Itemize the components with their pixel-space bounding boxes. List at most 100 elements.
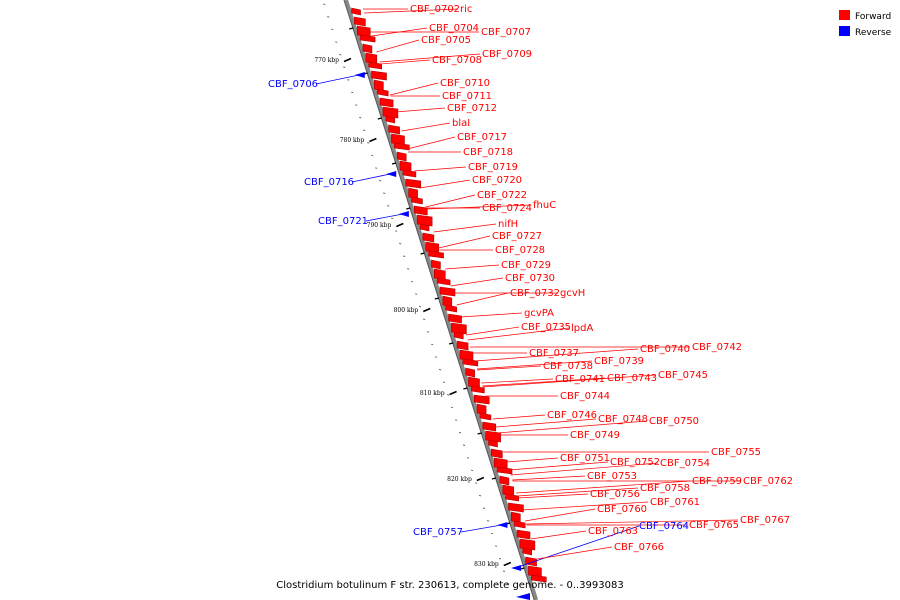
- minor-tick: [331, 28, 334, 31]
- minor-tick: [403, 255, 406, 257]
- forward-leader-line: [466, 326, 520, 336]
- tick-label: 810 kbp: [420, 390, 445, 397]
- forward-gene: [428, 250, 444, 259]
- forward-leader-line: [506, 457, 559, 463]
- forward-leader-line: [379, 53, 481, 63]
- minor-tick: [411, 280, 414, 283]
- tick-label: 820 kbp: [447, 476, 472, 483]
- minor-tick: [462, 444, 466, 446]
- minor-tick: [391, 217, 394, 220]
- forward-leader-line: [512, 475, 586, 481]
- reverse-leader-line: [514, 525, 640, 569]
- minor-tick: [506, 583, 510, 585]
- forward-gene: [416, 214, 433, 227]
- forward-leader-line: [525, 508, 596, 522]
- forward-leader-line: [530, 530, 587, 540]
- reverse-gene-label: CBF_0706: [268, 79, 318, 90]
- forward-gene: [436, 277, 451, 286]
- minor-tick: [419, 305, 422, 308]
- minor-tick: [367, 142, 370, 144]
- minor-tick: [446, 394, 450, 396]
- reverse-gene: [398, 211, 409, 217]
- major-tick: [503, 561, 512, 567]
- minor-tick: [395, 230, 398, 232]
- minor-tick: [343, 66, 346, 68]
- forward-gene: [376, 88, 389, 97]
- minor-tick: [450, 406, 454, 409]
- minor-tick: [498, 557, 502, 560]
- forward-gene-label: fhuC: [533, 200, 556, 211]
- forward-gene: [396, 151, 407, 162]
- forward-gene-label: CBF_0717: [457, 132, 507, 143]
- forward-gene: [505, 493, 519, 502]
- forward-gene: [414, 205, 428, 216]
- forward-gene: [508, 502, 524, 513]
- forward-gene: [488, 439, 498, 448]
- legend-forward-label: Forward: [855, 12, 891, 22]
- forward-gene-label: CBF_0763: [588, 526, 638, 537]
- leader-lines: [315, 8, 741, 569]
- forward-gene: [530, 574, 547, 583]
- minor-tick: [407, 268, 410, 270]
- forward-gene-label: CBF_0754: [660, 458, 710, 469]
- gene-marker: [434, 297, 440, 300]
- minor-tick: [442, 381, 446, 383]
- forward-gene: [462, 358, 479, 367]
- forward-leader-line: [476, 360, 593, 370]
- forward-gene-label: CBF_0718: [463, 147, 513, 158]
- forward-gene-label: CBF_0708: [432, 55, 482, 66]
- forward-leader-line: [510, 462, 659, 476]
- forward-gene: [482, 421, 497, 432]
- minor-tick: [363, 129, 366, 131]
- forward-gene-label: CBF_0737: [529, 348, 579, 359]
- minor-tick: [486, 520, 490, 522]
- gene-marker: [477, 432, 482, 435]
- minor-tick: [379, 179, 382, 182]
- minor-tick: [371, 154, 374, 157]
- minor-tick: [490, 532, 494, 535]
- minor-tick: [426, 331, 430, 333]
- forward-leader-line: [395, 107, 446, 113]
- forward-gene-label: CBF_0730: [505, 273, 555, 284]
- forward-gene: [513, 520, 526, 529]
- forward-leader-line: [467, 327, 570, 341]
- forward-gene: [382, 106, 399, 119]
- minor-tick: [502, 570, 506, 572]
- forward-gene-label: CBF_0711: [442, 91, 492, 102]
- forward-gene-label: CBF_0758: [640, 483, 690, 494]
- forward-gene: [431, 259, 441, 270]
- forward-gene-label: CBF_0766: [614, 542, 664, 553]
- forward-gene: [448, 313, 462, 324]
- forward-gene: [445, 304, 457, 313]
- forward-gene-label: CBF_0760: [597, 504, 647, 515]
- forward-gene-label: CBF_0719: [468, 162, 518, 173]
- forward-gene: [499, 475, 510, 486]
- forward-gene-label: CBF_0729: [501, 260, 551, 271]
- minor-tick: [347, 79, 350, 81]
- reverse-gene: [516, 593, 530, 600]
- forward-gene-label: CBF_0720: [472, 175, 522, 186]
- forward-gene-label: CBF_0767: [740, 515, 790, 526]
- forward-gene: [359, 34, 376, 43]
- forward-gene: [402, 169, 417, 178]
- forward-leader-line: [425, 194, 476, 208]
- forward-gene: [516, 529, 531, 540]
- forward-leader-line: [508, 461, 609, 471]
- gene-marker: [377, 117, 382, 120]
- forward-leader-line: [517, 493, 589, 499]
- forward-gene: [465, 367, 475, 378]
- minor-tick: [359, 116, 362, 119]
- major-tick: [396, 222, 404, 228]
- forward-gene: [479, 412, 492, 421]
- forward-gene-label: CBF_0702: [410, 4, 460, 15]
- forward-gene-label: CBF_0727: [492, 231, 542, 242]
- forward-gene-label: blaI: [452, 118, 470, 129]
- forward-gene-label: CBF_0742: [692, 342, 742, 353]
- forward-gene-label: ric: [460, 4, 472, 15]
- forward-gene-label: CBF_0749: [570, 430, 620, 441]
- forward-leader-line: [456, 292, 509, 306]
- forward-leader-line: [390, 82, 439, 96]
- forward-gene-label: CBF_0709: [482, 49, 532, 60]
- forward-leader-line: [419, 179, 471, 189]
